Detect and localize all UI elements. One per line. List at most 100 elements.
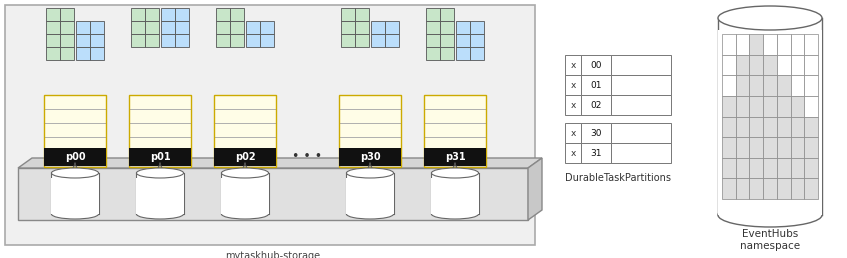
Bar xyxy=(777,34,790,55)
Bar xyxy=(722,158,736,178)
FancyBboxPatch shape xyxy=(52,173,98,214)
Bar xyxy=(145,8,159,21)
Bar xyxy=(790,75,805,96)
Bar xyxy=(777,137,790,158)
Bar xyxy=(341,8,355,21)
Bar xyxy=(790,178,805,199)
Text: 02: 02 xyxy=(590,101,601,109)
Bar xyxy=(60,34,74,47)
Bar xyxy=(470,34,484,47)
FancyBboxPatch shape xyxy=(346,173,394,214)
Bar xyxy=(805,158,818,178)
Bar xyxy=(426,8,440,21)
Bar xyxy=(60,47,74,60)
Bar xyxy=(90,47,104,60)
Bar xyxy=(161,21,175,34)
Bar xyxy=(722,96,736,117)
Bar xyxy=(763,178,777,199)
Bar xyxy=(216,8,230,21)
Ellipse shape xyxy=(221,168,268,178)
Bar xyxy=(230,34,244,47)
Text: EventHubs
namespace: EventHubs namespace xyxy=(740,229,800,251)
Bar xyxy=(60,8,74,21)
Bar xyxy=(777,55,790,75)
Text: x: x xyxy=(570,80,576,90)
FancyBboxPatch shape xyxy=(718,18,822,215)
Bar xyxy=(722,75,736,96)
Bar xyxy=(424,123,486,137)
Bar xyxy=(145,34,159,47)
Ellipse shape xyxy=(52,209,98,219)
Bar xyxy=(129,123,191,137)
Bar xyxy=(805,137,818,158)
Bar xyxy=(722,137,736,158)
Bar xyxy=(750,75,763,96)
Bar xyxy=(214,148,276,166)
Bar xyxy=(52,178,98,214)
Bar xyxy=(230,21,244,34)
Bar xyxy=(161,8,175,21)
Bar xyxy=(440,8,454,21)
Bar xyxy=(470,21,484,34)
Ellipse shape xyxy=(346,168,394,178)
Bar xyxy=(426,34,440,47)
Bar xyxy=(260,34,274,47)
Bar xyxy=(763,55,777,75)
Bar xyxy=(214,151,276,165)
Bar xyxy=(750,96,763,117)
Bar xyxy=(424,137,486,151)
Bar xyxy=(456,21,470,34)
Bar xyxy=(611,55,671,75)
Bar xyxy=(339,148,401,166)
Bar xyxy=(346,178,394,214)
Bar xyxy=(129,95,191,167)
Bar xyxy=(750,137,763,158)
Bar xyxy=(440,21,454,34)
Text: p02: p02 xyxy=(235,152,255,162)
Bar xyxy=(214,109,276,123)
Bar xyxy=(371,34,385,47)
Bar xyxy=(581,75,611,95)
Text: 01: 01 xyxy=(590,80,601,90)
Bar xyxy=(565,75,581,95)
Bar xyxy=(565,143,581,163)
Bar xyxy=(221,178,268,214)
Bar xyxy=(750,178,763,199)
Bar xyxy=(175,34,189,47)
Bar xyxy=(790,34,805,55)
Bar xyxy=(129,109,191,123)
Bar xyxy=(736,117,750,137)
Ellipse shape xyxy=(431,168,479,178)
Bar xyxy=(214,95,276,167)
Bar xyxy=(790,55,805,75)
Bar xyxy=(246,21,260,34)
Bar xyxy=(736,158,750,178)
Ellipse shape xyxy=(52,168,98,178)
Bar xyxy=(355,21,369,34)
Ellipse shape xyxy=(136,209,184,219)
Bar xyxy=(722,117,736,137)
Bar xyxy=(790,137,805,158)
Bar xyxy=(736,137,750,158)
Bar xyxy=(424,95,486,109)
Bar xyxy=(763,96,777,117)
Ellipse shape xyxy=(136,168,184,178)
Bar xyxy=(750,158,763,178)
Bar xyxy=(18,168,528,220)
Polygon shape xyxy=(528,158,542,220)
Bar xyxy=(129,151,191,165)
Ellipse shape xyxy=(431,209,479,219)
Bar xyxy=(339,151,401,165)
Bar xyxy=(339,95,401,109)
Bar xyxy=(216,34,230,47)
Text: p30: p30 xyxy=(360,152,380,162)
Bar xyxy=(44,109,106,123)
Bar xyxy=(750,34,763,55)
Bar xyxy=(385,34,399,47)
Bar xyxy=(424,95,486,167)
Ellipse shape xyxy=(221,209,268,219)
Bar xyxy=(777,96,790,117)
Bar xyxy=(214,137,276,151)
Bar xyxy=(214,123,276,137)
Bar xyxy=(424,109,486,123)
